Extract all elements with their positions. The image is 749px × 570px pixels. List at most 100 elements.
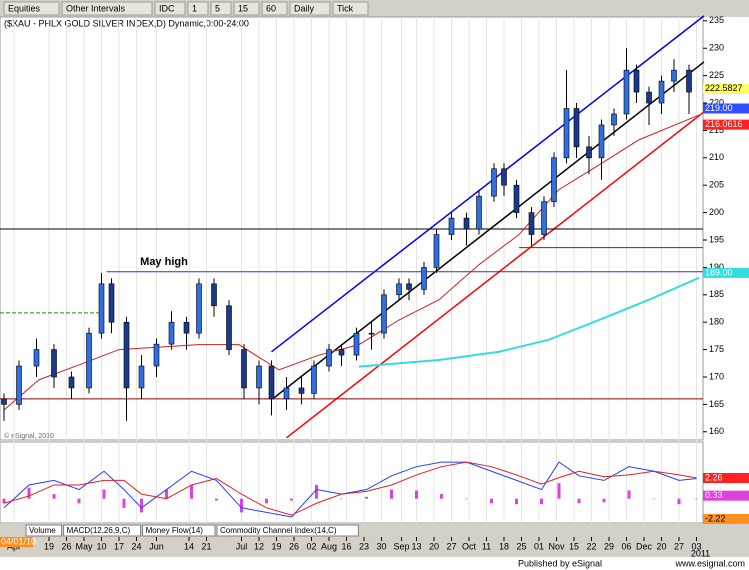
x-tick-label: 11	[482, 541, 491, 551]
macd-histogram-bar	[365, 496, 368, 499]
macd-histogram-bar	[490, 498, 493, 504]
x-tick-label: 30	[376, 541, 386, 551]
y-tick-label: 185	[709, 289, 724, 299]
toolbar-button[interactable]	[3, 1, 60, 16]
x-tick-label: May	[75, 541, 93, 551]
macd-histogram-bar	[577, 498, 581, 504]
macd-histogram-bar	[602, 498, 606, 503]
tab-label[interactable]: Money Flow(14)	[146, 526, 204, 535]
x-tick-label: 15	[569, 541, 579, 551]
x-tick-label: 27	[674, 541, 684, 551]
toolbar	[0, 0, 749, 17]
x-tick-label: 12	[254, 541, 264, 551]
candle-body	[368, 332, 375, 335]
x-tick-label: 25	[516, 541, 526, 551]
x-tick-label: Nov	[548, 541, 565, 551]
macd-signal_line	[3, 461, 697, 516]
start-date-box	[0, 537, 33, 547]
candle-body	[501, 168, 507, 186]
macd-histogram-bar	[52, 494, 56, 499]
tab[interactable]	[142, 524, 216, 537]
x-tick-label: 17	[114, 541, 124, 551]
toolbar-button[interactable]	[261, 1, 288, 16]
y-tick-label: 165	[709, 399, 724, 409]
candle-body	[541, 201, 547, 235]
candle-body	[153, 343, 160, 367]
candle-body	[241, 349, 247, 389]
y-tick-label: 215	[709, 125, 724, 135]
x-tick-label: 06	[621, 541, 631, 551]
tab[interactable]	[25, 524, 63, 537]
toolbar-button[interactable]	[187, 1, 209, 16]
tab-label[interactable]: MACD(12,26,9,C)	[67, 526, 131, 535]
toolbar-button[interactable]	[61, 1, 153, 16]
x-tick-label: Jun	[149, 541, 164, 551]
macd-histogram-bar	[440, 494, 443, 499]
footer-left: Published by eSignal	[518, 558, 602, 568]
tab-label[interactable]: Volume	[29, 526, 56, 535]
toolbar-label[interactable]: 1	[192, 3, 197, 13]
tab-label[interactable]: Commodity Channel Index(14,C)	[220, 526, 337, 535]
y-tick-label: 235	[709, 15, 724, 25]
x-tick-label: 19	[271, 541, 281, 551]
candle-body	[658, 80, 665, 104]
candle-body	[686, 69, 692, 93]
y-tick-label: 210	[709, 152, 724, 162]
macd-histogram-bar	[27, 487, 31, 499]
candle-body	[433, 234, 440, 268]
chart-title: ($XAU - PHLX GOLD SILVER INDEX,D) Dynami…	[4, 18, 249, 28]
toolbar-label[interactable]: IDC	[159, 3, 175, 13]
candle-body	[381, 294, 387, 334]
macd-histogram-bar	[677, 498, 681, 505]
price-tag	[703, 119, 749, 130]
x-tick-label: 26	[61, 541, 71, 551]
macd-histogram-bar	[315, 484, 318, 499]
y-tick-label: 170	[709, 371, 724, 381]
candle-body	[86, 332, 92, 389]
candle-body	[311, 365, 317, 394]
toolbar-label[interactable]: 15	[238, 3, 248, 13]
candle-body	[138, 365, 145, 389]
toolbar-label[interactable]: Daily	[294, 3, 315, 13]
toolbar-button[interactable]	[210, 1, 232, 16]
toolbar-label[interactable]: Tick	[337, 3, 354, 13]
toolbar-button[interactable]	[289, 1, 331, 16]
toolbar-label[interactable]: 5	[215, 3, 220, 13]
y-tick-label: 225	[709, 70, 724, 80]
x-tick-label: 01	[534, 541, 544, 551]
candle-body	[51, 349, 57, 378]
y-tick-label: 205	[709, 180, 724, 190]
toolbar-label[interactable]: Equities	[8, 3, 41, 13]
tab[interactable]	[216, 524, 359, 537]
tab[interactable]	[63, 524, 142, 537]
macd-histogram-bar	[557, 483, 561, 499]
toolbar-button[interactable]	[332, 1, 369, 16]
candle-body	[611, 113, 617, 126]
candle-body	[396, 283, 402, 296]
y-tick-label: 190	[709, 262, 724, 272]
candle-body	[108, 283, 115, 323]
start-date: 04/01/10	[1, 536, 36, 546]
x-tick-label: Jul	[236, 541, 248, 551]
macd-histogram-bar	[652, 498, 656, 500]
price-tag-label: 216.0616	[705, 119, 743, 129]
price-tag	[703, 473, 749, 484]
candle-body	[196, 283, 202, 334]
toolbar-button[interactable]	[154, 1, 186, 16]
y-tick-label: 195	[709, 234, 724, 244]
macd-histogram-bar	[540, 498, 543, 505]
toolbar-label[interactable]: 60	[266, 3, 276, 13]
y-tick-label: 180	[709, 317, 724, 327]
price-tag-label: 189.00	[705, 267, 733, 277]
toolbar-label[interactable]: Other Intervals	[66, 3, 126, 13]
candle-body	[646, 91, 652, 104]
candle-body	[563, 108, 570, 159]
candle-body	[268, 365, 275, 400]
macd-histogram-bar	[627, 490, 631, 499]
x-tick-label: 19	[44, 541, 54, 551]
toolbar-button[interactable]	[233, 1, 260, 16]
price-tag-label: -2.22	[705, 513, 726, 523]
price-tag	[703, 267, 749, 278]
